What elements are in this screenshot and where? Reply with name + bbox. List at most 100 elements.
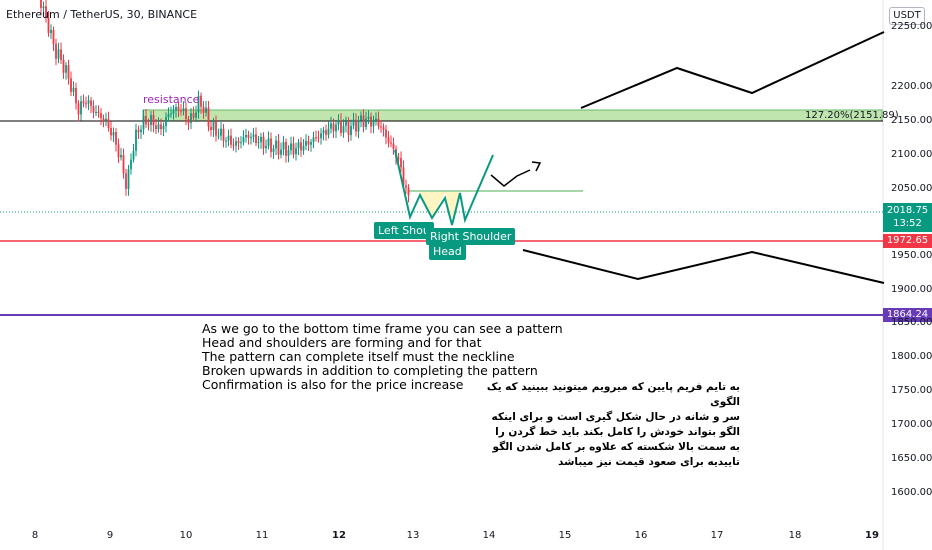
- candle: [122, 154, 125, 174]
- red-level-tag: [883, 234, 932, 248]
- candle: [252, 134, 255, 137]
- candle: [95, 112, 97, 114]
- x-tick: 15: [558, 530, 572, 541]
- candle: [240, 142, 242, 144]
- candle: [397, 157, 400, 159]
- candle: [55, 43, 57, 59]
- candle: [147, 124, 150, 126]
- english-line: Head and shoulders are forming and for t…: [202, 335, 482, 350]
- x-tick: 12: [332, 530, 346, 541]
- candle: [97, 112, 100, 114]
- candle: [60, 49, 62, 60]
- x-tick: 13: [406, 530, 420, 541]
- candle: [270, 138, 272, 152]
- candle: [200, 95, 202, 107]
- candle: [322, 130, 325, 134]
- candle: [130, 159, 132, 170]
- candle: [210, 126, 212, 130]
- currency-button[interactable]: USDT: [889, 7, 925, 25]
- candle: [390, 142, 392, 144]
- right-shoulder-label: Right Shoulder: [426, 228, 516, 245]
- candle: [262, 136, 265, 149]
- candle: [52, 29, 55, 44]
- candle: [195, 112, 197, 118]
- candle: [57, 49, 60, 59]
- candle: [162, 126, 165, 130]
- y-tick: 2050.00: [891, 183, 932, 194]
- candle: [127, 169, 130, 189]
- candle: [315, 137, 317, 139]
- candle: [377, 118, 380, 127]
- persian-annotation: به تایم فریم پایین که میرویم میتونید ببی…: [470, 380, 740, 470]
- persian-line: به سمت بالا شکسته که علاوه بر کامل شدن ا…: [492, 441, 741, 453]
- candles: [40, 0, 410, 203]
- arrow-head-icon: [531, 161, 542, 172]
- candle: [185, 108, 187, 119]
- candle: [115, 132, 117, 145]
- candle: [260, 136, 262, 143]
- candle: [100, 113, 102, 119]
- candle: [285, 141, 287, 156]
- y-tick: 1650.00: [891, 453, 932, 464]
- candle: [255, 134, 257, 144]
- candle: [310, 142, 312, 145]
- candle: [50, 29, 52, 34]
- candle: [215, 121, 217, 136]
- candle: [290, 143, 292, 151]
- candle: [150, 114, 152, 125]
- candle: [190, 113, 192, 123]
- y-tick: 2150.00: [891, 115, 932, 126]
- persian-line: سر و شانه در حال شکل گیری است و برای این…: [491, 411, 741, 423]
- purple-level-value: 1864.24: [886, 309, 929, 320]
- candle: [42, 6, 45, 8]
- y-tick: 1850.00: [891, 317, 932, 328]
- candle: [155, 125, 157, 130]
- x-tick: 11: [255, 530, 269, 541]
- candle: [407, 187, 410, 196]
- candle: [337, 120, 340, 125]
- candle: [297, 142, 300, 149]
- candle: [345, 121, 347, 126]
- candle: [117, 144, 120, 158]
- candle: [182, 108, 185, 112]
- candle: [85, 103, 87, 105]
- projection-arrow: [490, 169, 531, 187]
- y-tick: 2200.00: [891, 81, 932, 92]
- candle: [387, 137, 390, 143]
- candle: [232, 144, 235, 146]
- candle: [197, 95, 200, 113]
- candle: [160, 124, 162, 130]
- y-tick: 1900.00: [891, 284, 932, 295]
- english-line: Confirmation is also for the price incre…: [202, 377, 464, 392]
- y-tick: 1800.00: [891, 351, 932, 362]
- candle: [235, 141, 237, 146]
- candle: [102, 118, 105, 121]
- candle: [400, 158, 402, 168]
- candle: [67, 65, 70, 79]
- candle: [405, 185, 407, 188]
- y-tick: 1600.00: [891, 487, 932, 498]
- candle: [175, 106, 177, 111]
- candle: [265, 145, 267, 149]
- candle: [165, 117, 167, 127]
- candle: [327, 128, 330, 135]
- purple-level-tag: [883, 308, 932, 322]
- candle: [332, 123, 335, 132]
- candle: [302, 145, 305, 151]
- x-tick: 17: [710, 530, 724, 541]
- candle: [125, 173, 127, 189]
- candle: [272, 148, 275, 152]
- y-tick: 1700.00: [891, 419, 932, 430]
- x-tick: 9: [106, 530, 114, 541]
- y-tick: 2100.00: [891, 149, 932, 160]
- candle: [70, 78, 72, 92]
- english-line: As we go to the bottom time frame you ca…: [202, 321, 563, 336]
- candle: [237, 141, 240, 143]
- candle: [92, 106, 95, 113]
- persian-line: الگو بتواند خودش را کامل بکند باید خط گر…: [495, 426, 740, 438]
- candle: [352, 119, 355, 126]
- resistance-label: resistance: [143, 93, 200, 106]
- candle-countdown: 13:52: [893, 218, 922, 229]
- candle: [277, 140, 280, 155]
